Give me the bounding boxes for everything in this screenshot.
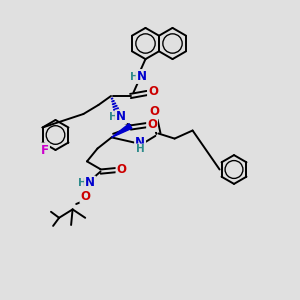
Polygon shape <box>112 124 132 137</box>
Text: O: O <box>80 190 91 203</box>
Text: O: O <box>148 85 158 98</box>
Text: H: H <box>136 144 145 154</box>
Text: O: O <box>116 163 127 176</box>
Text: H: H <box>130 71 139 82</box>
Text: F: F <box>41 143 49 157</box>
Text: N: N <box>116 110 126 124</box>
Text: N: N <box>136 70 147 83</box>
Text: O: O <box>149 105 159 118</box>
Text: H: H <box>109 112 118 122</box>
Text: N: N <box>85 176 95 190</box>
Text: N: N <box>135 136 145 149</box>
Text: H: H <box>78 178 87 188</box>
Text: O: O <box>147 118 157 131</box>
